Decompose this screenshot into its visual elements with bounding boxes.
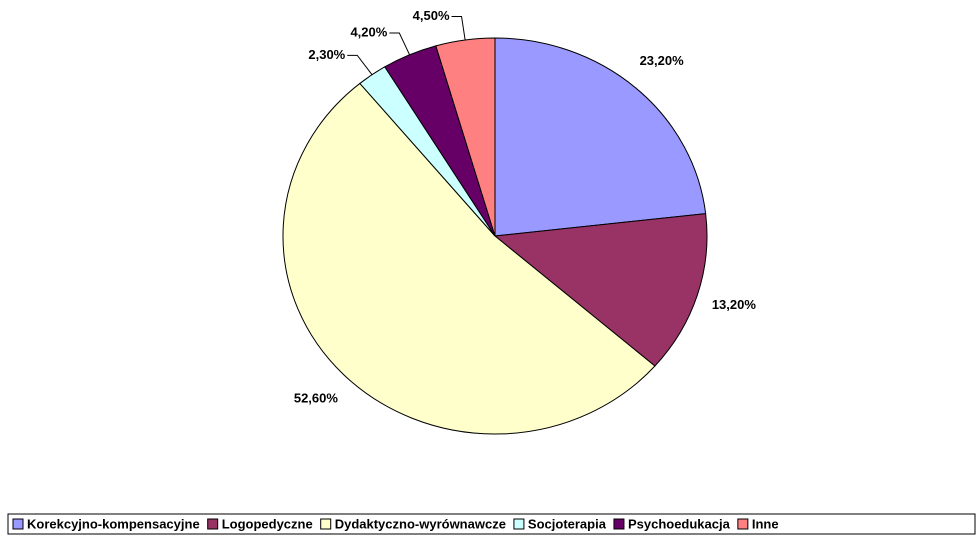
leader-line bbox=[451, 15, 466, 41]
legend-swatch bbox=[207, 518, 219, 530]
legend-swatch bbox=[513, 518, 525, 530]
legend-label: Psychoedukacja bbox=[628, 516, 731, 531]
pie-slice bbox=[494, 37, 707, 237]
data-label: 23,20% bbox=[640, 53, 685, 68]
legend-box bbox=[7, 513, 976, 535]
legend-label: Logopedyczne bbox=[222, 516, 313, 531]
pie-slice bbox=[493, 213, 708, 367]
pie-slice bbox=[282, 82, 656, 435]
data-label: 4,20% bbox=[350, 24, 387, 39]
data-label: 13,20% bbox=[712, 297, 757, 312]
legend-swatch bbox=[12, 518, 24, 530]
legend-swatch bbox=[613, 518, 625, 530]
leader-line bbox=[389, 32, 411, 55]
pie-slice bbox=[435, 37, 496, 237]
data-label: 52,60% bbox=[294, 391, 339, 406]
legend-label: Dydaktyczno-wyrównawcze bbox=[335, 516, 506, 531]
data-label: 2,30% bbox=[308, 47, 345, 62]
data-label: 4,50% bbox=[413, 8, 450, 23]
legend-swatch bbox=[320, 518, 332, 530]
leader-line bbox=[347, 54, 373, 76]
legend-swatch bbox=[737, 518, 749, 530]
legend-label: Korekcyjno-kompensacyjne bbox=[27, 516, 200, 531]
legend-label: Inne bbox=[752, 516, 779, 531]
legend: Korekcyjno-kompensacyjne Logopedyczne Dyda… bbox=[7, 513, 976, 535]
legend-label: Socjoterapia bbox=[528, 516, 607, 531]
